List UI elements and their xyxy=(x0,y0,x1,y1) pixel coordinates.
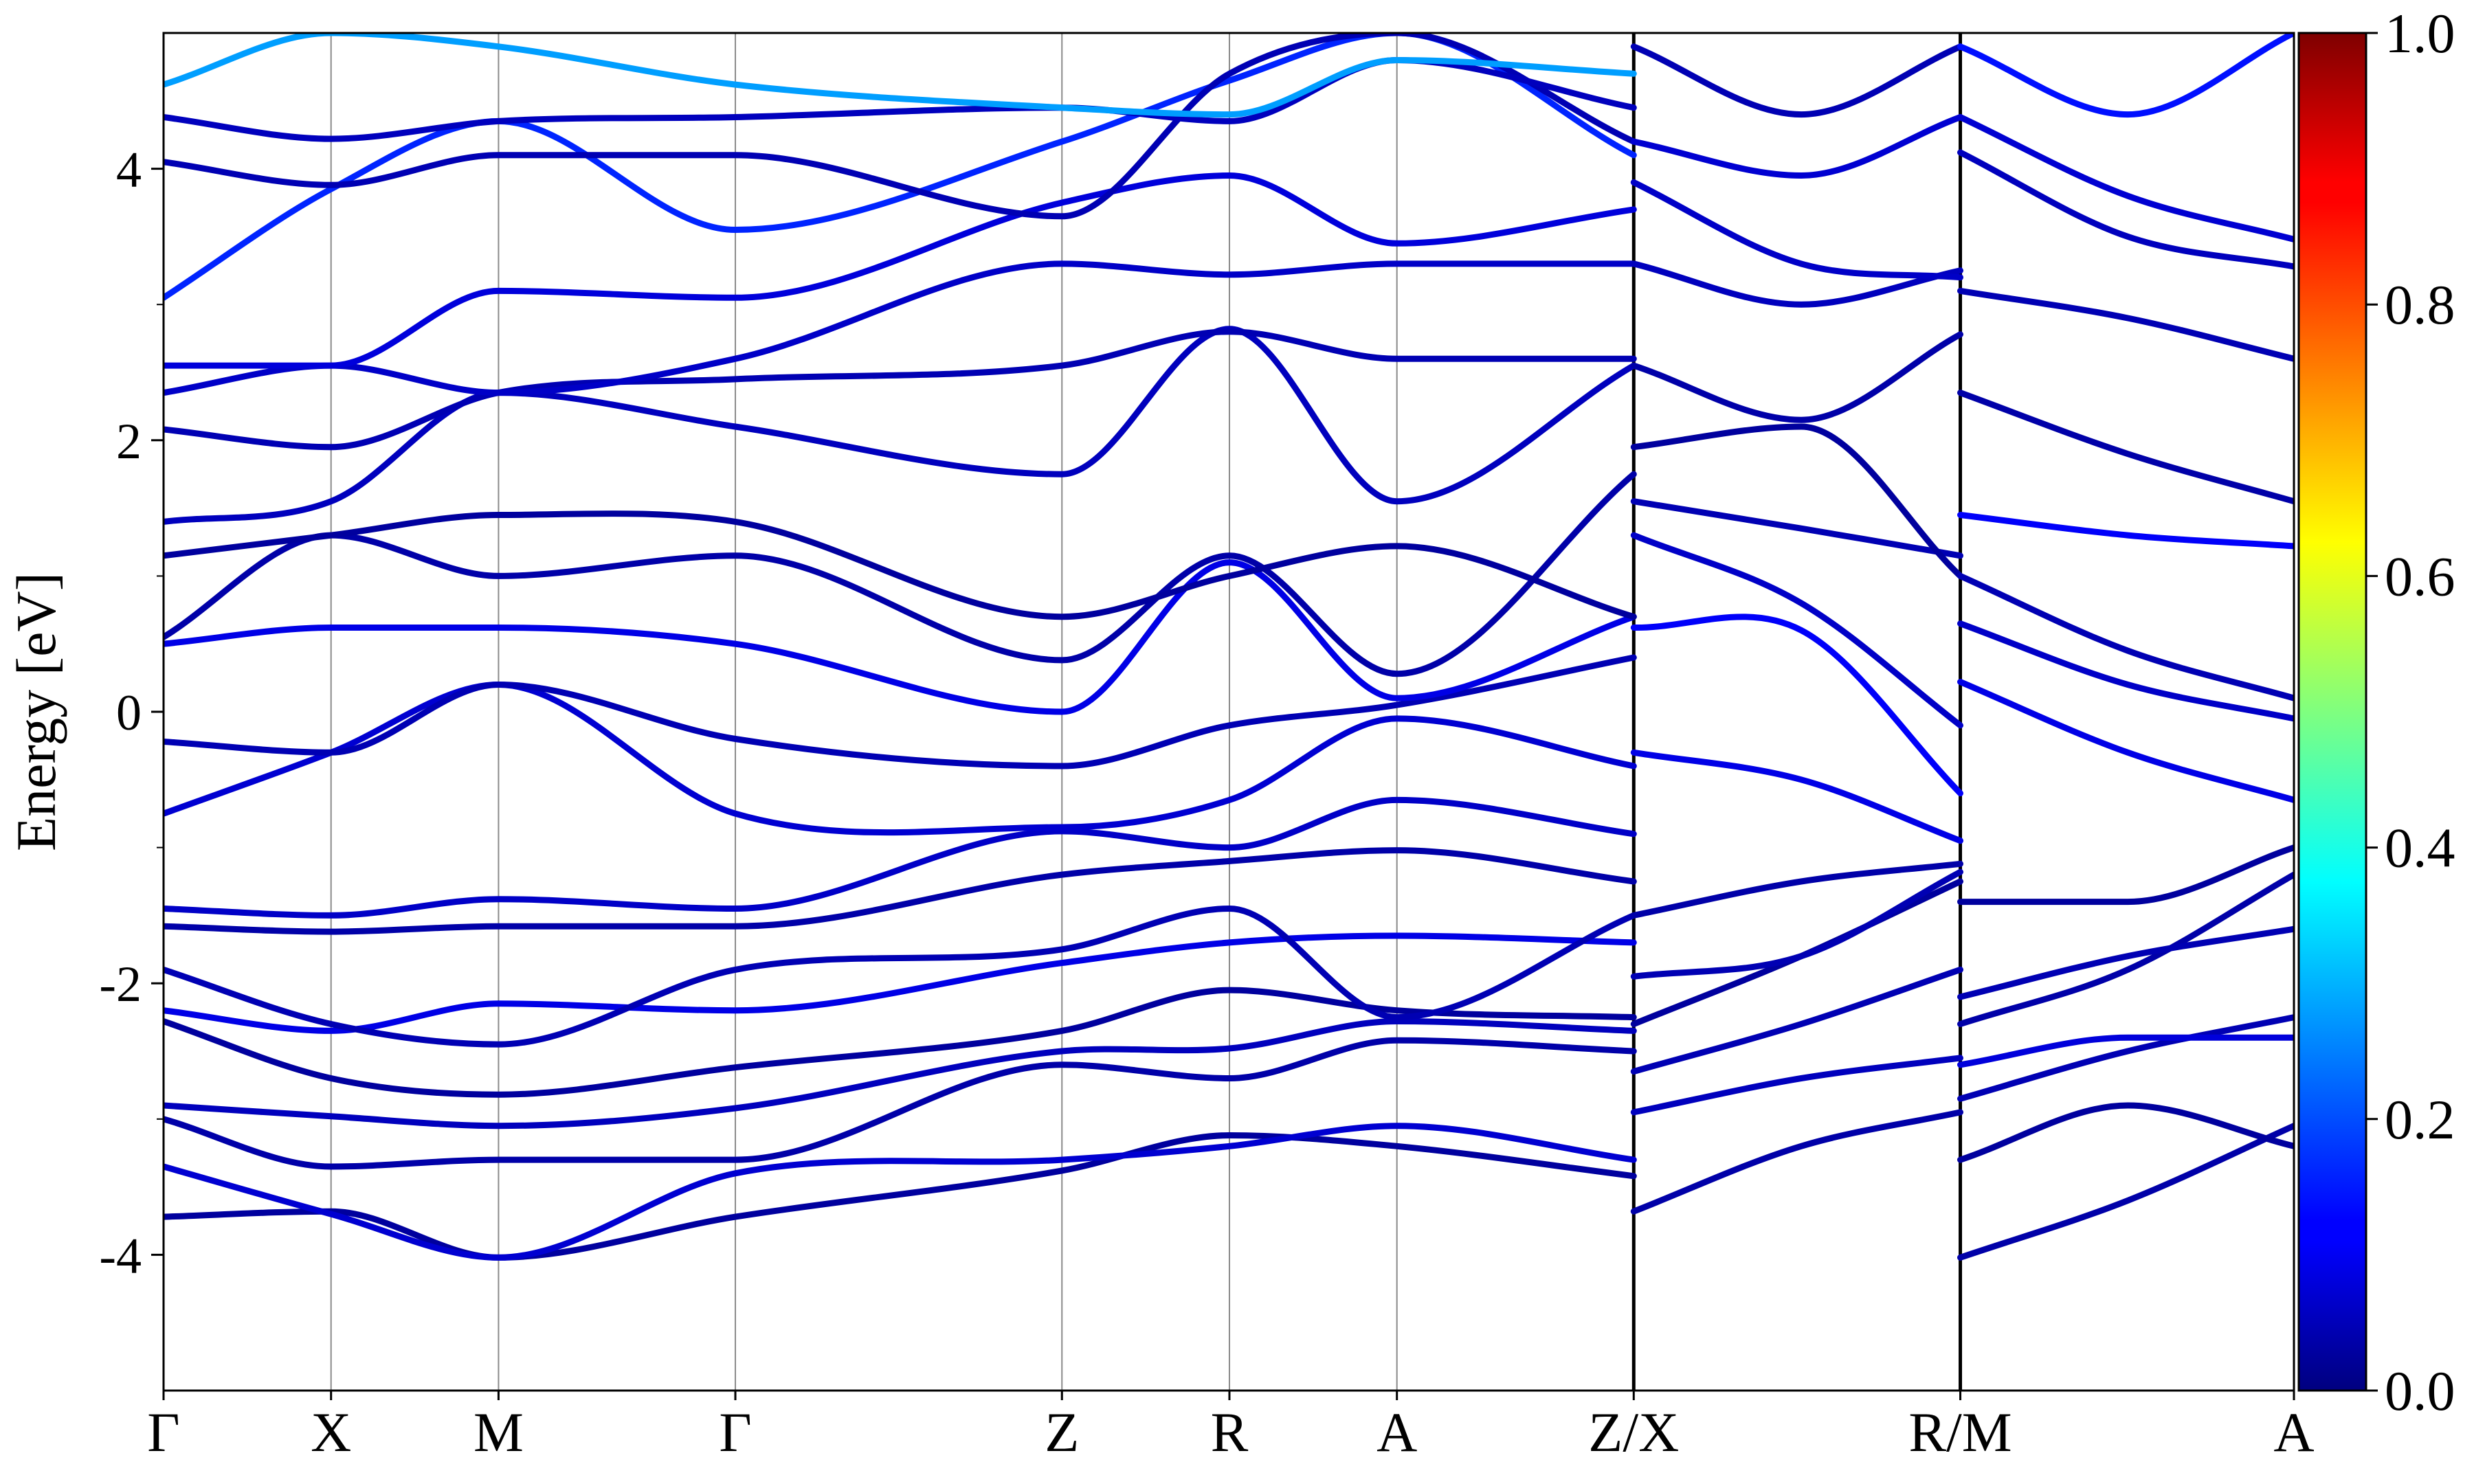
x-axis: Γ X M Γ Z R A Z/X R/M A xyxy=(147,1391,2315,1463)
band-24 xyxy=(1630,966,1963,1075)
band-7 xyxy=(164,847,1637,935)
band-16 xyxy=(164,260,1637,396)
colorbar-tick-label-0: 0.0 xyxy=(2385,1360,2455,1422)
band-33 xyxy=(1630,331,1963,423)
high-symmetry-lines xyxy=(330,33,1963,1391)
band-42 xyxy=(1957,871,2294,1027)
colorbar-tick-label-2: 0.4 xyxy=(2385,817,2455,879)
band-49 xyxy=(1957,390,2294,505)
band-26 xyxy=(1630,868,1963,980)
band-4 xyxy=(164,987,1637,1098)
band-36 xyxy=(1630,114,1963,179)
band-35 xyxy=(1630,179,1963,281)
band-45 xyxy=(1957,679,2294,803)
colorbar: 0.0 0.2 0.4 0.6 0.8 1.0 xyxy=(2297,2,2455,1422)
band-12 xyxy=(164,471,1637,677)
band-34 xyxy=(1630,260,1963,308)
band-44 xyxy=(1957,844,2294,906)
x-tick-label-1: X xyxy=(311,1401,351,1463)
band-29 xyxy=(1630,614,1963,797)
band-2 xyxy=(164,1037,1637,1170)
y-axis: -4 -2 0 2 4 xyxy=(99,142,164,1284)
x-tick-label-3: Γ xyxy=(719,1401,751,1463)
band-30 xyxy=(1630,532,1963,729)
colorbar-ticks: 0.0 0.2 0.4 0.6 0.8 1.0 xyxy=(2366,2,2455,1422)
band-lines xyxy=(164,33,2294,1261)
band-52 xyxy=(1957,114,2294,243)
band-13 xyxy=(164,510,1637,620)
band-5 xyxy=(164,932,1637,1034)
y-tick-label-1: -2 xyxy=(99,956,142,1013)
band-3 xyxy=(164,1018,1637,1129)
band-53 xyxy=(1957,33,2294,118)
y-axis-label: Energy [eV] xyxy=(5,572,67,851)
band-48 xyxy=(1957,512,2294,550)
band-10 xyxy=(164,654,1637,769)
colorbar-tick-label-4: 0.8 xyxy=(2385,273,2455,336)
colorbar-tick-label-1: 0.2 xyxy=(2385,1088,2455,1151)
band-47 xyxy=(1957,572,2294,701)
y-tick-label-2: 0 xyxy=(116,685,142,741)
band-37 xyxy=(1630,43,1963,118)
band-27 xyxy=(1630,860,1963,919)
band-39 xyxy=(1957,1102,2294,1163)
x-tick-label-7: Z/X xyxy=(1588,1401,1679,1463)
y-tick-label-0: -4 xyxy=(99,1228,142,1284)
band-22 xyxy=(1630,1109,1963,1215)
band-8 xyxy=(164,796,1637,919)
band-11 xyxy=(164,559,1637,715)
band-14 xyxy=(164,326,1637,525)
band-15 xyxy=(164,328,1637,451)
x-tick-label-0: Γ xyxy=(147,1401,179,1463)
band-40 xyxy=(1957,1014,2294,1102)
band-6 xyxy=(164,906,1637,1048)
band-17 xyxy=(164,172,1637,369)
band-1 xyxy=(164,1123,1637,1261)
band-38 xyxy=(1957,1123,2294,1261)
y-tick-label-3: 2 xyxy=(116,414,142,470)
x-tick-label-2: M xyxy=(473,1401,524,1463)
colorbar-tick-label-3: 0.6 xyxy=(2385,545,2455,607)
band-23 xyxy=(1630,1055,1963,1116)
plot-area xyxy=(162,32,2295,1392)
band-31 xyxy=(1630,498,1963,559)
x-tick-label-6: A xyxy=(1377,1401,1417,1463)
x-tick-label-4: Z xyxy=(1045,1401,1079,1463)
x-tick-label-5: R xyxy=(1211,1401,1249,1463)
band-43 xyxy=(1957,925,2294,1000)
colorbar-tick-label-5: 1.0 xyxy=(2385,2,2455,65)
band-9 xyxy=(164,682,1637,836)
x-tick-label-8: R/M xyxy=(1908,1401,2011,1463)
band-51 xyxy=(1957,149,2294,270)
x-tick-label-9: A xyxy=(2273,1401,2314,1463)
band-28 xyxy=(1630,749,1963,844)
band-32 xyxy=(1630,423,1963,579)
band-0 xyxy=(164,1132,1637,1261)
band-46 xyxy=(1957,620,2294,722)
y-tick-label-4: 4 xyxy=(116,142,142,199)
band-50 xyxy=(1957,287,2294,362)
colorbar-gradient xyxy=(2297,32,2367,1392)
band-41 xyxy=(1957,1034,2294,1068)
